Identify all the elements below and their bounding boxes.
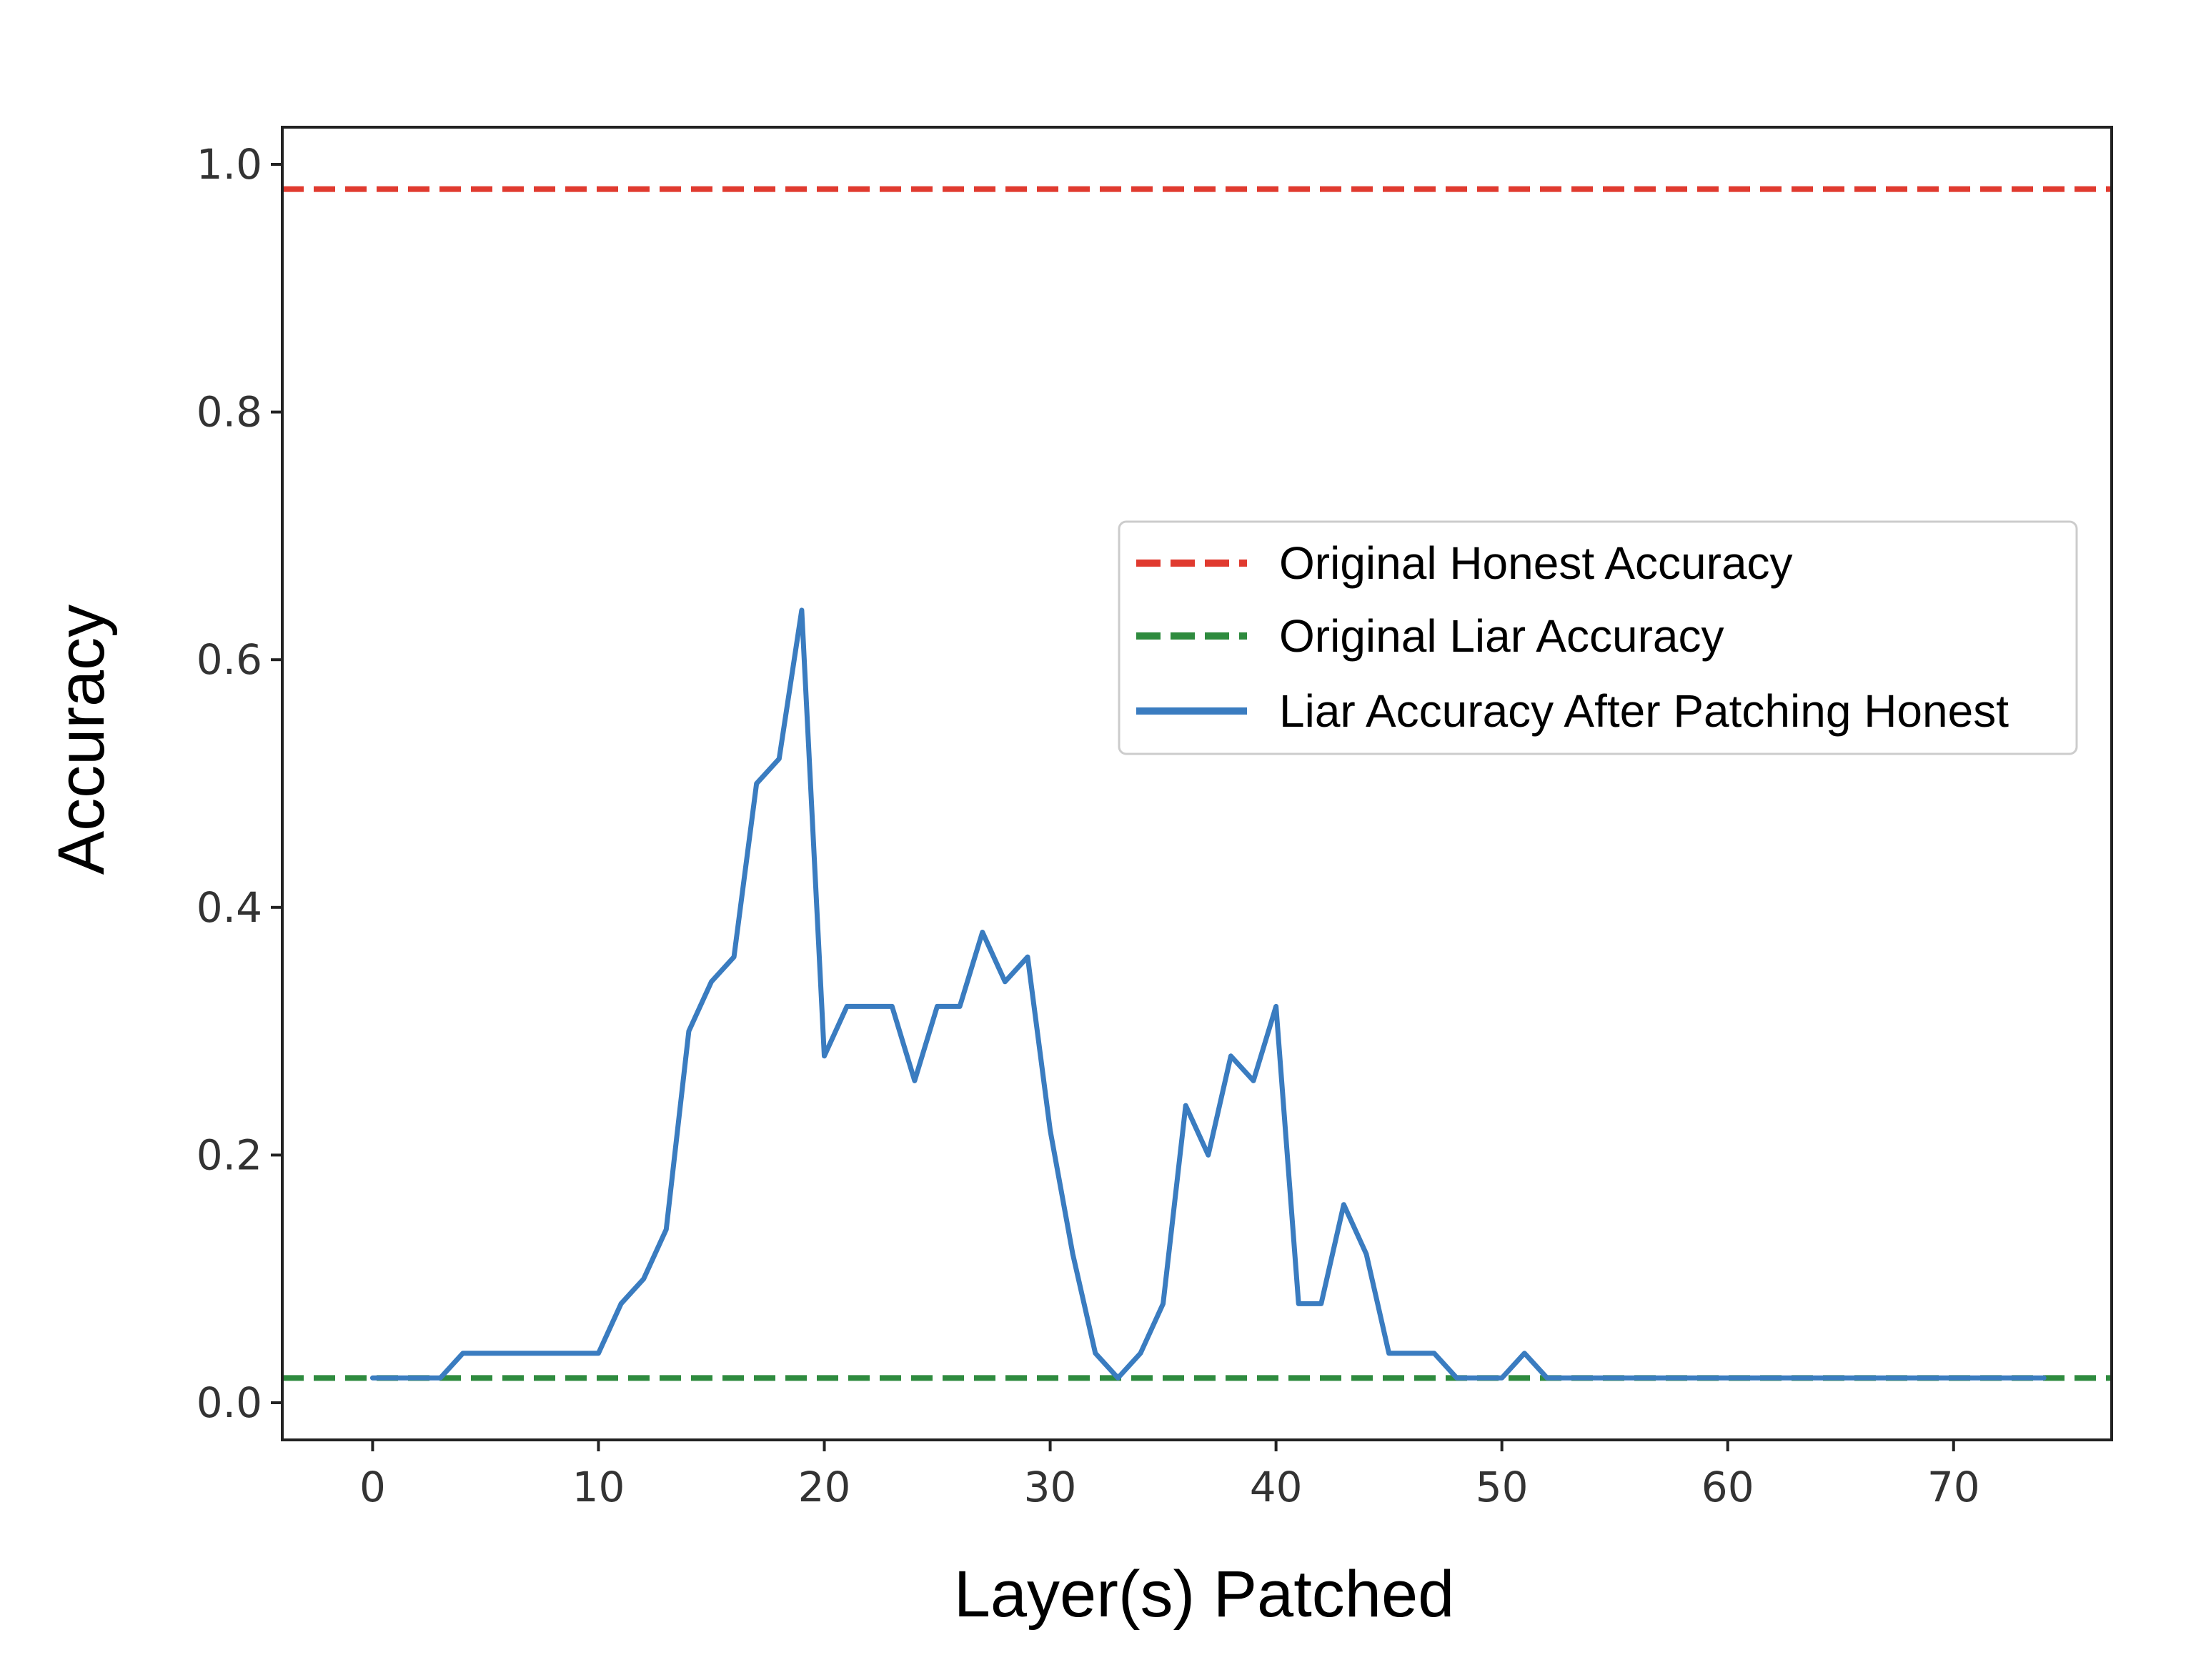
y-tick-label: 0.2 [197, 1130, 262, 1179]
plot-area [282, 127, 2112, 1440]
x-tick-label: 0 [359, 1463, 386, 1511]
x-tick-label: 60 [1701, 1463, 1754, 1511]
x-axis-label: Layer(s) Patched [954, 1558, 1455, 1631]
y-tick-label: 0.6 [197, 635, 262, 684]
y-tick-label: 1.0 [197, 140, 262, 189]
legend-box [1118, 520, 2078, 755]
x-tick-label: 50 [1476, 1463, 1529, 1511]
y-tick-label: 0.0 [197, 1378, 262, 1427]
y-axis-label: Accuracy [45, 605, 118, 875]
series-line-liar-after-patching [369, 607, 2047, 1381]
x-tick-label: 40 [1250, 1463, 1303, 1511]
plot-frame [281, 126, 2113, 1441]
y-tick-label: 0.4 [197, 883, 262, 932]
legend-label-honest: Original Honest Accuracy [1279, 537, 1793, 589]
y-axis: 0.0 0.2 0.4 0.6 0.8 1.0 [197, 140, 282, 1427]
series-layer [369, 607, 2047, 1381]
x-tick-label: 20 [798, 1463, 851, 1511]
legend-label-liar: Original Liar Accuracy [1279, 610, 1724, 662]
x-tick-label: 30 [1024, 1463, 1077, 1511]
x-tick-label: 10 [572, 1463, 625, 1511]
x-tick-label: 70 [1927, 1463, 1980, 1511]
legend-label-patched: Liar Accuracy After Patching Honest [1279, 685, 2009, 737]
legend: Original Honest Accuracy Original Liar A… [1118, 520, 2078, 755]
x-axis: 0 10 20 30 40 50 60 70 [359, 1440, 1980, 1511]
y-tick-label: 0.8 [197, 388, 262, 437]
